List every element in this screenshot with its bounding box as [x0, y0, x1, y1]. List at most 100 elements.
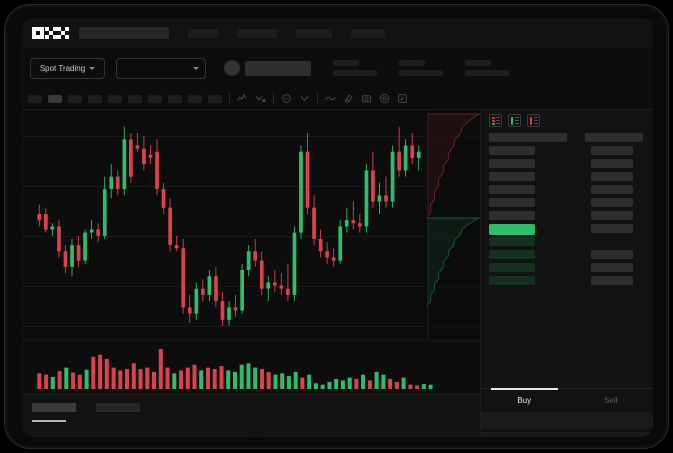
tab-buy[interactable]: Buy	[481, 388, 568, 412]
search-input[interactable]	[79, 27, 169, 39]
nav-item-3[interactable]	[296, 28, 332, 38]
orders-placeholder-rows	[32, 436, 480, 437]
order-book-price-bar	[585, 133, 643, 142]
order-book-size-bar	[489, 172, 535, 181]
order-book-row[interactable]	[481, 198, 653, 208]
nav-item-4[interactable]	[351, 28, 385, 38]
line-tool-icon[interactable]	[325, 93, 336, 104]
order-book-price-bar	[591, 263, 633, 272]
okx-logo[interactable]	[32, 27, 69, 39]
order-book-row[interactable]	[481, 172, 653, 182]
timeframe-button-9[interactable]	[188, 94, 202, 103]
order-book-price-bar	[591, 250, 633, 259]
order-book-size-bar	[489, 146, 535, 155]
order-book-price-bar	[591, 211, 633, 220]
nav-item-2[interactable]	[237, 28, 277, 38]
tab-order-history[interactable]	[96, 403, 140, 412]
order-field-2[interactable]	[481, 432, 653, 437]
order-book-price-bar	[591, 185, 633, 194]
nav-item-1[interactable]	[188, 28, 218, 38]
toolbar-divider	[229, 93, 230, 104]
sub-header: Spot Trading	[22, 48, 653, 88]
orderbook-both-icon[interactable]	[489, 114, 502, 127]
tab-sell[interactable]: Sell	[604, 396, 618, 405]
order-field-1[interactable]	[481, 412, 653, 429]
timeframe-button-5[interactable]	[108, 94, 122, 103]
order-book-row[interactable]	[481, 185, 653, 195]
order-book-price-bar	[591, 159, 633, 168]
compare-icon[interactable]	[255, 93, 266, 104]
timeframe-button-6[interactable]	[128, 94, 142, 103]
stat-value	[333, 70, 377, 76]
pair-select[interactable]	[116, 57, 206, 79]
timeframe-button-4[interactable]	[88, 94, 102, 103]
order-book-row[interactable]	[481, 250, 653, 260]
timeframe-button-1[interactable]	[28, 94, 42, 103]
order-book-row[interactable]	[481, 133, 653, 143]
orders-tab-group	[32, 403, 140, 412]
order-book-price-bar	[591, 172, 633, 181]
stat-value	[399, 70, 443, 76]
order-book-layout-toggles	[489, 114, 540, 127]
camera-icon[interactable]	[361, 93, 372, 104]
order-book-row[interactable]	[481, 224, 653, 235]
stat-value	[465, 70, 509, 76]
order-book-price-bar	[591, 224, 633, 233]
alert-icon[interactable]	[379, 93, 390, 104]
timeframe-button-10[interactable]	[208, 94, 222, 103]
stat-label	[399, 60, 425, 66]
order-book-size-bar	[489, 250, 535, 259]
order-book-price-bar	[591, 146, 633, 155]
orderbook-bids-icon[interactable]	[508, 114, 521, 127]
chart-type-icon[interactable]	[299, 93, 310, 104]
settings-icon[interactable]	[281, 93, 292, 104]
pair-last-price	[245, 60, 311, 76]
order-book-size-bar	[489, 263, 535, 272]
order-book-panel: Buy Sell	[480, 110, 653, 437]
toolbar-divider	[273, 93, 274, 104]
chevron-down-icon	[193, 66, 199, 70]
stat-block-2	[399, 60, 443, 76]
stat-label	[333, 60, 359, 66]
price-chart-panel[interactable]	[22, 110, 480, 340]
chart-gridline	[22, 186, 480, 187]
trading-mode-select[interactable]: Spot Trading	[30, 57, 105, 79]
fullscreen-icon[interactable]	[397, 93, 408, 104]
order-book-size-bar	[489, 237, 535, 246]
tab-open-orders[interactable]	[32, 403, 76, 412]
orderbook-asks-icon[interactable]	[527, 114, 540, 127]
orders-placeholder-card	[32, 436, 250, 437]
order-book-price-bar	[591, 198, 633, 207]
timeframe-button-2[interactable]	[48, 94, 62, 103]
timeframe-button-7[interactable]	[148, 94, 162, 103]
order-book-size-bar	[489, 185, 535, 194]
timeframe-group	[22, 94, 222, 103]
eraser-icon[interactable]	[343, 93, 354, 104]
order-book-row[interactable]	[481, 159, 653, 169]
order-book-size-bar	[489, 133, 567, 142]
order-book-row[interactable]	[481, 211, 653, 221]
market-depth-overlay	[424, 110, 480, 340]
order-book-row[interactable]	[481, 146, 653, 156]
orders-panel	[22, 394, 480, 437]
chart-gridline	[22, 286, 480, 287]
timeframe-button-8[interactable]	[168, 94, 182, 103]
order-book-row[interactable]	[481, 276, 653, 286]
chart-toolbar	[22, 88, 653, 110]
pair-avatar	[224, 60, 240, 76]
indicator-icon[interactable]	[237, 93, 248, 104]
volume-chart-panel	[22, 340, 480, 394]
stat-block-3	[465, 60, 509, 76]
top-navigation-bar	[22, 18, 653, 48]
order-book-row[interactable]	[481, 237, 653, 247]
order-book-row[interactable]	[481, 263, 653, 273]
candlestick-series	[37, 126, 421, 326]
order-book-size-bar	[489, 198, 535, 207]
chart-gridline	[22, 236, 480, 237]
timeframe-button-3[interactable]	[68, 94, 82, 103]
active-tab-underline	[32, 420, 66, 422]
toolbar-divider	[317, 93, 318, 104]
order-book-size-bar	[489, 224, 535, 235]
stat-block-1	[333, 60, 377, 76]
chart-gridline	[22, 326, 480, 327]
